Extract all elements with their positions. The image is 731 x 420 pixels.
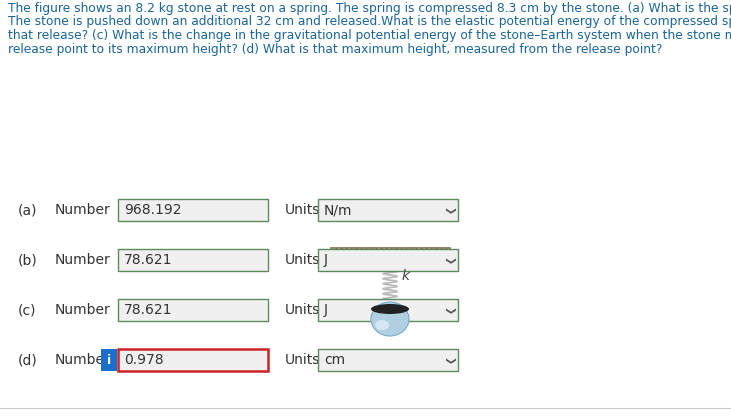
Text: (a): (a) xyxy=(18,203,37,217)
Ellipse shape xyxy=(371,302,409,336)
FancyBboxPatch shape xyxy=(318,199,458,221)
FancyBboxPatch shape xyxy=(118,299,268,321)
Text: 78.621: 78.621 xyxy=(124,303,173,317)
Text: cm: cm xyxy=(324,353,345,367)
Text: (b): (b) xyxy=(18,253,38,267)
FancyBboxPatch shape xyxy=(118,199,268,221)
FancyBboxPatch shape xyxy=(318,349,458,371)
Text: Number: Number xyxy=(55,203,111,217)
FancyBboxPatch shape xyxy=(318,249,458,271)
Text: i: i xyxy=(107,354,111,367)
Text: N/m: N/m xyxy=(324,203,352,217)
Text: Units: Units xyxy=(285,203,320,217)
Text: (d): (d) xyxy=(18,353,38,367)
FancyBboxPatch shape xyxy=(318,299,458,321)
Text: release point to its maximum height? (d) What is that maximum height, measured f: release point to its maximum height? (d)… xyxy=(8,42,662,55)
Text: 0.978: 0.978 xyxy=(124,353,164,367)
Text: The figure shows an 8.2 kg stone at rest on a spring. The spring is compressed 8: The figure shows an 8.2 kg stone at rest… xyxy=(8,2,731,15)
Text: ❯: ❯ xyxy=(444,207,454,215)
Text: 968.192: 968.192 xyxy=(124,203,181,217)
Text: Units: Units xyxy=(285,253,320,267)
Text: Number: Number xyxy=(55,303,111,317)
Text: that release? (c) What is the change in the gravitational potential energy of th: that release? (c) What is the change in … xyxy=(8,29,731,42)
Ellipse shape xyxy=(375,320,389,330)
Text: ❯: ❯ xyxy=(444,307,454,315)
FancyBboxPatch shape xyxy=(330,247,450,257)
Text: ❯: ❯ xyxy=(444,257,454,265)
Text: Number: Number xyxy=(55,353,111,367)
Text: Units: Units xyxy=(285,303,320,317)
Text: The stone is pushed down an additional 32 cm and released.What is the elastic po: The stone is pushed down an additional 3… xyxy=(8,16,731,29)
Text: Units: Units xyxy=(285,353,320,367)
Text: J: J xyxy=(324,303,328,317)
Text: 78.621: 78.621 xyxy=(124,253,173,267)
FancyBboxPatch shape xyxy=(118,249,268,271)
Text: k: k xyxy=(402,268,410,283)
FancyBboxPatch shape xyxy=(386,303,394,309)
FancyBboxPatch shape xyxy=(118,349,268,371)
Text: (c): (c) xyxy=(18,303,37,317)
Ellipse shape xyxy=(371,304,409,314)
Text: ❯: ❯ xyxy=(444,357,454,365)
Text: J: J xyxy=(324,253,328,267)
FancyBboxPatch shape xyxy=(101,349,117,371)
Text: Number: Number xyxy=(55,253,111,267)
